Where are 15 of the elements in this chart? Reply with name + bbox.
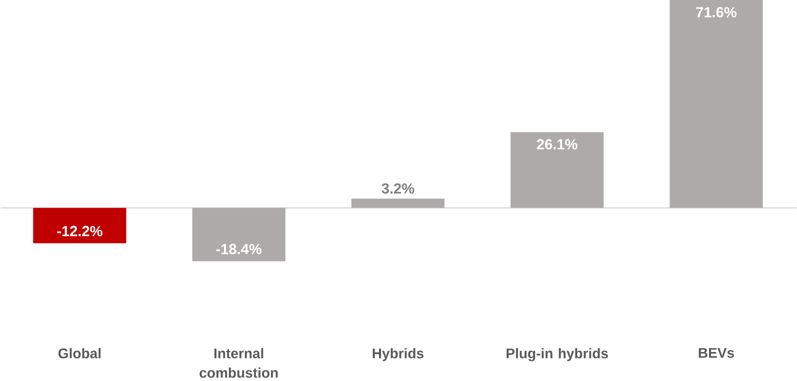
x-tick-label: Internal combustion xyxy=(200,348,278,378)
bar xyxy=(351,198,445,208)
data-label: -12.2% xyxy=(57,226,102,236)
bar xyxy=(192,208,286,262)
bar xyxy=(510,132,604,208)
data-label: 3.2% xyxy=(382,183,414,194)
x-tick-label: Global xyxy=(58,348,101,358)
x-tick-label: Plug-in hybrids xyxy=(506,348,608,362)
data-label: -18.4% xyxy=(216,244,262,254)
x-tick-label: Hybrids xyxy=(372,348,424,361)
data-label: 71.6% xyxy=(696,6,736,18)
x-tick-label: BEVs xyxy=(698,348,734,358)
bar xyxy=(33,208,126,244)
bar xyxy=(670,0,763,208)
data-label: 26.1% xyxy=(536,138,578,150)
